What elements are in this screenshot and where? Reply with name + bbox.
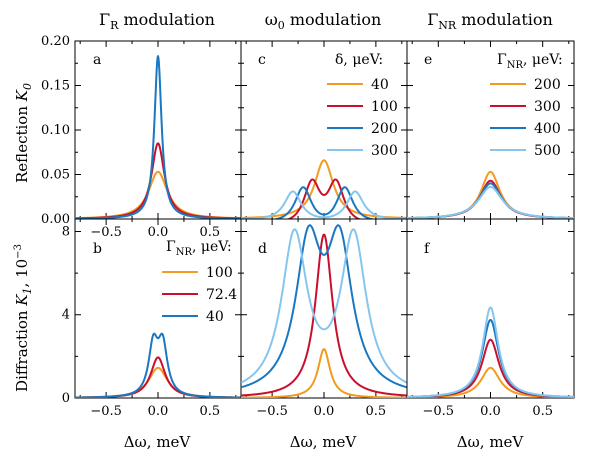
- panel-a-xtick-label: −0.5: [90, 225, 122, 240]
- panel-f-series-lightblue-line: [407, 306, 574, 398]
- legend-b-item-label: 72.4: [206, 287, 237, 303]
- ylabel-reflection: Reflection K0: [13, 83, 34, 183]
- panel-letter-e: e: [424, 52, 432, 68]
- panel-d-xtick-label: −0.5: [256, 404, 288, 419]
- panel-letter-f: f: [424, 241, 431, 257]
- panel-d-series-red-line: [241, 233, 407, 397]
- panel-a-xtick-label: 0.5: [200, 225, 221, 240]
- legend-c-item-label: 200: [371, 121, 398, 137]
- legend-e-item-label: 400: [534, 121, 561, 137]
- panel-e-series-orange-line: [407, 170, 574, 219]
- panel-a-series-red-line: [75, 142, 241, 219]
- legend-c-item-label: 300: [371, 143, 398, 159]
- panel-e-series-blue-line: [407, 182, 574, 219]
- xlabel-col2: Δω, meV: [290, 433, 358, 451]
- panel-f-xtick-label: 0.0: [480, 404, 501, 419]
- panel-letter-b: b: [93, 241, 102, 257]
- panel-b-xtick-label: −0.5: [90, 404, 122, 419]
- panel-letter-a: a: [93, 52, 101, 68]
- panel-b-series-blue-line: [75, 332, 241, 398]
- panel-d: −0.5 0.0 0.5: [240, 218, 408, 419]
- panel-c-series-orange-line: [241, 159, 407, 219]
- column-title-gamma-nr: ΓNR modulation: [427, 10, 553, 32]
- panel-d-series-lightblue-line: [241, 228, 407, 384]
- panel-f-ticks: [407, 219, 574, 399]
- legend-c: δ, μeV: 40 100 200 300: [327, 52, 398, 159]
- legend-b-item-label: 40: [206, 309, 224, 325]
- panel-c: [240, 40, 408, 220]
- panel-letter-d: d: [258, 241, 267, 257]
- panel-d-xtick-label: 0.0: [314, 404, 335, 419]
- panel-b-xtick-label: 0.0: [148, 404, 169, 419]
- panel-c-series-lightblue-line: [241, 190, 407, 219]
- legend-c-item-label: 40: [371, 77, 389, 93]
- column-title-omega0: ω0 modulation: [265, 10, 382, 32]
- legend-e-item-label: 500: [534, 143, 561, 159]
- xlabel-col1: Δω, meV: [124, 433, 192, 451]
- legend-e-title: ΓNR, μeV:: [497, 52, 563, 71]
- panel-d-series-blue-line: [241, 224, 407, 389]
- panel-f-xtick-label: −0.5: [423, 404, 455, 419]
- panel-e-series-lightblue-line: [407, 185, 574, 219]
- panel-a-ytick-label: 0.05: [41, 168, 70, 183]
- panel-a-ytick-label: 0.20: [41, 34, 70, 49]
- legend-c-item-label: 100: [371, 99, 398, 115]
- panel-a-xtick-label: 0.0: [148, 225, 169, 240]
- legend-e: ΓNR, μeV: 200 300 400 500: [490, 52, 563, 159]
- panel-c-series-red-line: [286, 178, 362, 219]
- panel-letter-c: c: [258, 52, 266, 68]
- legend-b-title: ΓNR, μeV:: [166, 239, 232, 258]
- panel-b-ytick-label: 0: [62, 391, 70, 406]
- panel-f: −0.5 0.0 0.5: [406, 218, 575, 419]
- panel-f-series-blue-line: [407, 318, 574, 398]
- column-title-gamma-r: ΓR modulation: [99, 10, 215, 32]
- panel-c-series-blue-line: [271, 186, 377, 219]
- panel-b: 0 4 8 −0.5 0.0 0.5: [62, 218, 242, 419]
- xlabel-col3: Δω, meV: [457, 433, 525, 451]
- ylabel-diffraction: Diffraction K1, 10−3: [13, 244, 34, 392]
- panel-b-ytick-label: 8: [62, 224, 70, 239]
- panel-a-ytick-label: 0.10: [41, 123, 70, 138]
- legend-b: ΓNR, μeV: 100 72.4 40: [162, 239, 237, 325]
- panel-a-series-blue-line: [75, 55, 241, 219]
- panel-b-xtick-label: 0.5: [200, 404, 221, 419]
- panel-b-series-red-line: [75, 356, 241, 398]
- panel-a-series-orange-line: [75, 170, 241, 219]
- panel-a-ytick-label: 0.15: [41, 79, 70, 94]
- legend-e-item-label: 300: [534, 99, 561, 115]
- panel-f-xtick-label: 0.5: [532, 404, 553, 419]
- panel-d-series-orange-line: [241, 348, 407, 398]
- legend-c-title: δ, μeV:: [335, 52, 383, 68]
- legend-e-item-label: 200: [534, 77, 561, 93]
- panel-b-ytick-label: 4: [62, 308, 70, 323]
- panel-a: 0.00 0.05 0.10 0.15 0.20 −0.5 0.0 0.5: [41, 34, 242, 240]
- panel-a-ytick-label: 0.00: [41, 212, 70, 227]
- panel-d-xtick-label: 0.5: [366, 404, 387, 419]
- legend-b-item-label: 100: [206, 265, 233, 281]
